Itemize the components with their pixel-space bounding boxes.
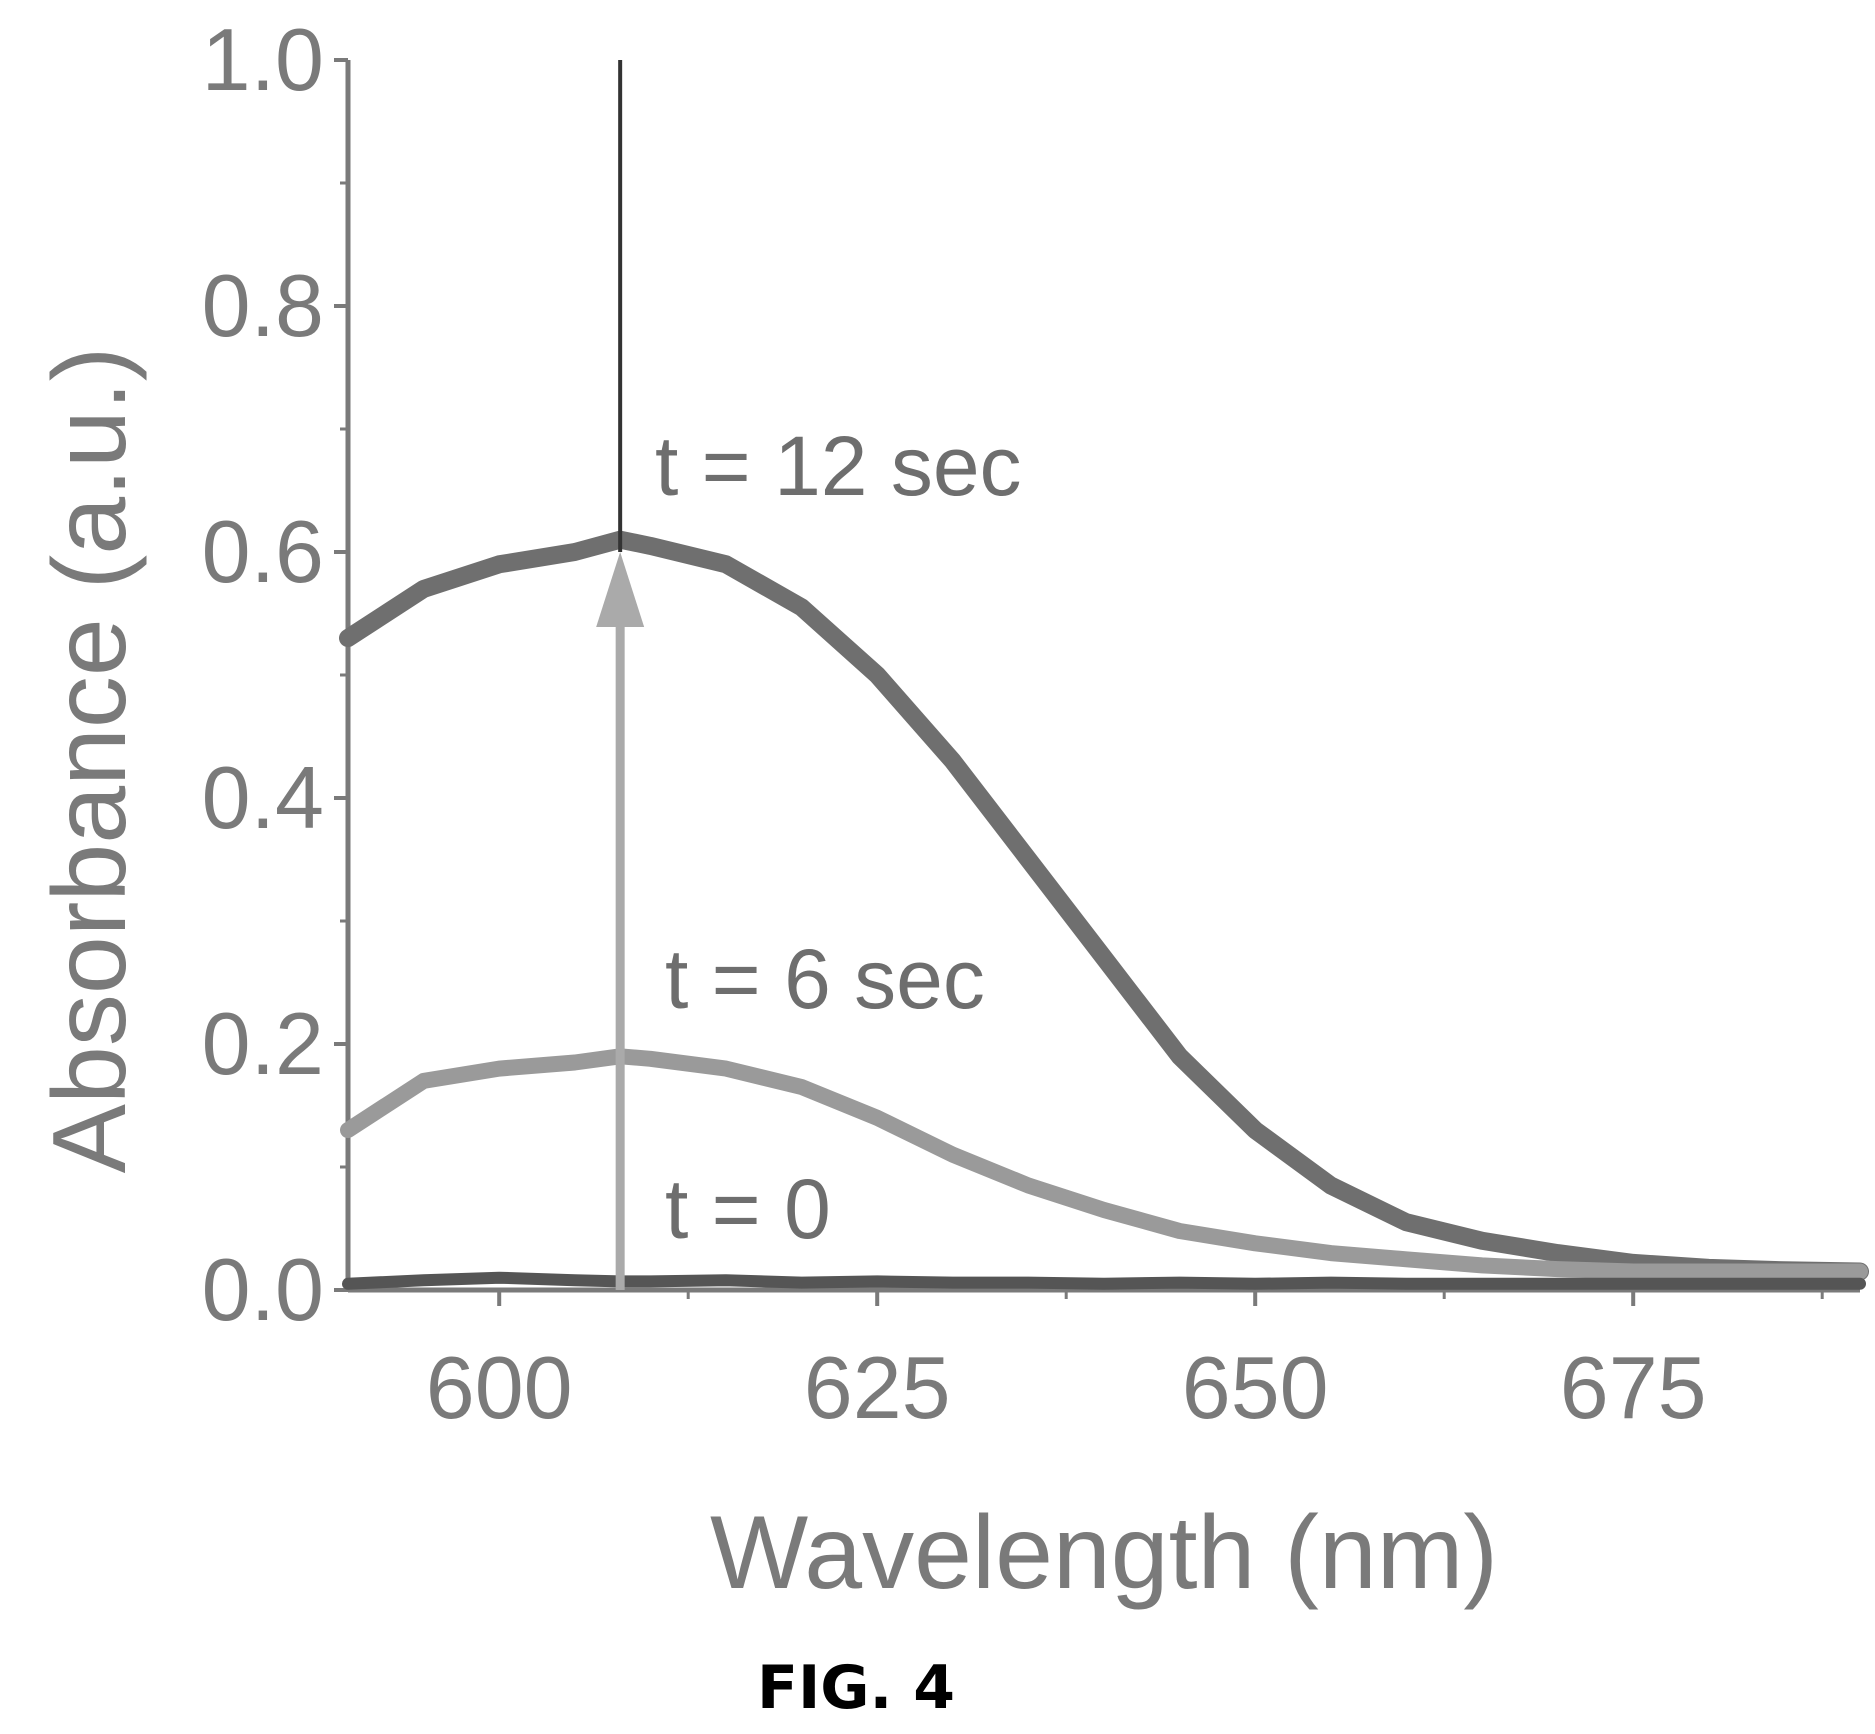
x-ticks — [497, 1290, 1824, 1306]
y-tick-label: 0.6 — [202, 502, 324, 601]
annotation-t6: t = 6 sec — [665, 932, 985, 1026]
annotation-t12: t = 12 sec — [655, 419, 1022, 513]
y-tick-label: 0.2 — [202, 994, 324, 1093]
x-tick-label: 600 — [426, 1338, 573, 1437]
x-tick-label: 675 — [1560, 1338, 1707, 1437]
y-ticks — [334, 58, 348, 1292]
x-tick-labels: 600 625 650 675 — [426, 1338, 1707, 1437]
series-line — [340, 1048, 1868, 1280]
series-lines — [339, 530, 1869, 1290]
axes — [345, 60, 1860, 1293]
x-tick-label: 650 — [1182, 1338, 1329, 1437]
arrow-head — [596, 552, 645, 627]
markers — [596, 60, 645, 1290]
figure-caption: FIG. 4 — [757, 1653, 955, 1723]
x-tick-label: 625 — [804, 1338, 951, 1437]
series-line — [342, 1271, 1866, 1290]
y-axis-title: Absorbance (a.u.) — [32, 347, 148, 1174]
annotation-t0: t = 0 — [665, 1162, 831, 1256]
x-axis-title: Wavelength (nm) — [710, 1495, 1498, 1611]
y-tick-label: 0.4 — [202, 748, 324, 847]
y-tick-label: 0.8 — [202, 256, 324, 355]
series-line — [339, 530, 1869, 1281]
y-tick-labels: 0.0 0.2 0.4 0.6 0.8 1.0 — [202, 10, 324, 1339]
y-tick-label: 0.0 — [202, 1240, 324, 1339]
y-tick-label: 1.0 — [202, 10, 324, 109]
